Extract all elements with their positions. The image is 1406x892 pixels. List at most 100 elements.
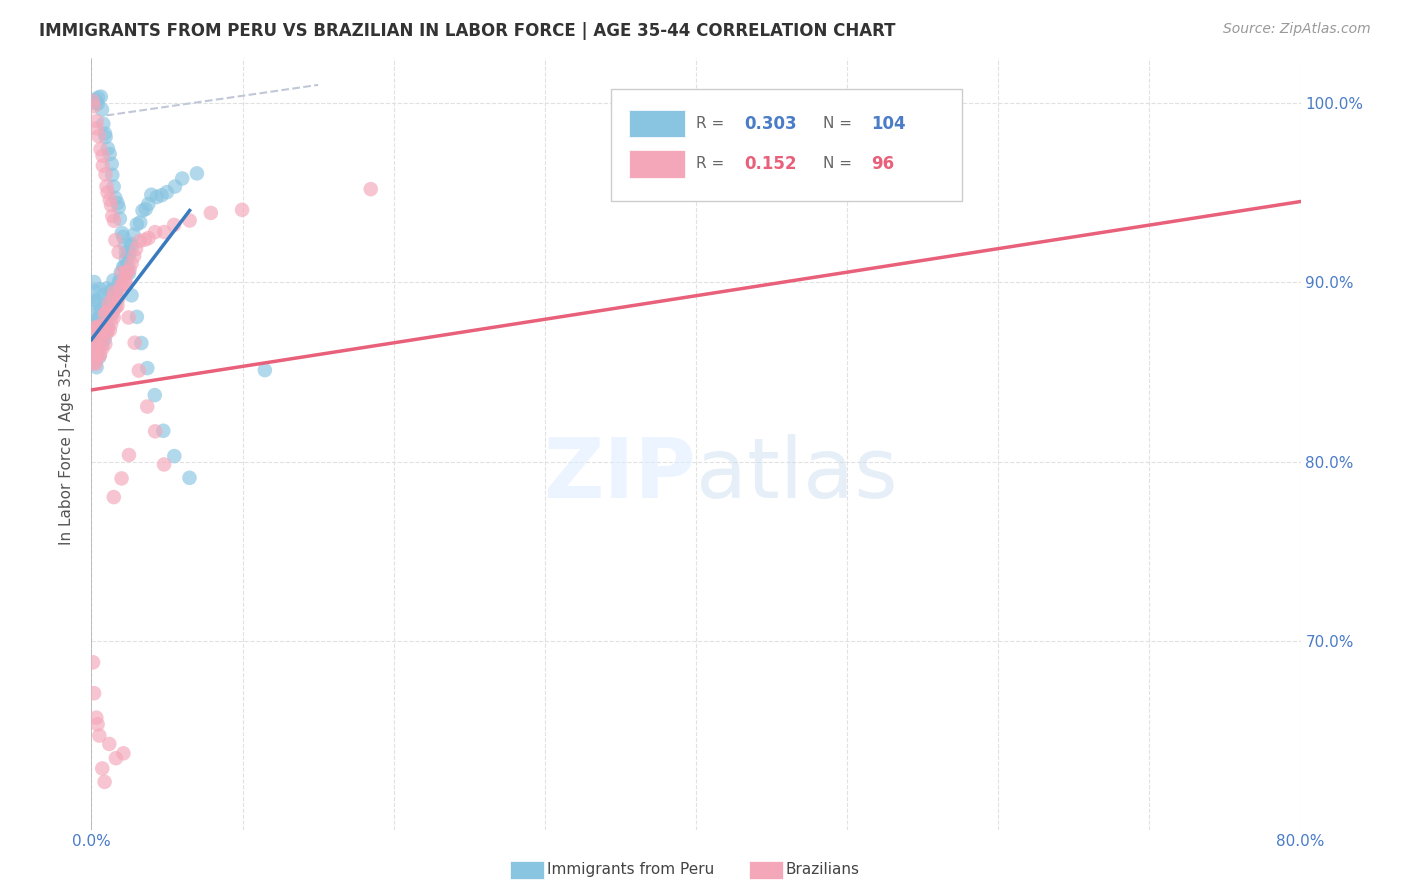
Point [86, 334, 108, 348]
Point [84, 339, 107, 353]
Point [122, 227, 145, 242]
Point [86, 114, 108, 128]
Point [128, 363, 150, 377]
Point [83, 275, 105, 289]
Point [114, 260, 136, 274]
Point [101, 308, 124, 322]
Point [104, 191, 127, 205]
Point [101, 299, 124, 313]
Y-axis label: In Labor Force | Age 35-44: In Labor Force | Age 35-44 [59, 343, 76, 545]
Point [200, 206, 222, 220]
Point [118, 247, 141, 261]
Point [84, 347, 107, 361]
Point [253, 363, 276, 377]
Point [98, 737, 121, 751]
Point [97, 296, 120, 310]
Point [129, 215, 152, 229]
Point [179, 213, 201, 227]
Point [186, 166, 208, 180]
Point [101, 168, 124, 182]
Point [94, 167, 117, 181]
Point [91, 330, 114, 344]
Point [231, 202, 253, 217]
Point [82, 656, 104, 670]
Point [103, 285, 125, 300]
Text: 104: 104 [872, 114, 905, 133]
Point [86, 312, 108, 326]
Point [108, 211, 131, 226]
Point [87, 312, 110, 326]
Point [101, 290, 124, 304]
Point [91, 315, 114, 329]
Point [93, 329, 115, 343]
Point [610, 187, 633, 202]
Point [103, 273, 125, 287]
Point [122, 249, 145, 263]
Point [143, 425, 166, 439]
Point [84, 308, 107, 322]
Point [103, 213, 125, 227]
Point [153, 458, 176, 472]
Point [105, 284, 128, 298]
Text: N =: N = [823, 156, 852, 171]
Point [100, 307, 122, 321]
Point [96, 323, 118, 337]
Point [91, 159, 114, 173]
Point [89, 335, 111, 350]
Point [97, 141, 120, 155]
Point [87, 351, 110, 365]
Point [107, 299, 129, 313]
Point [172, 171, 194, 186]
Point [89, 142, 111, 156]
Point [112, 260, 135, 274]
Point [89, 282, 111, 296]
Point [94, 130, 117, 145]
Point [84, 325, 107, 339]
Point [150, 188, 173, 202]
Point [107, 293, 129, 307]
Point [143, 388, 166, 402]
Point [82, 95, 104, 109]
Point [143, 225, 166, 239]
Point [94, 337, 117, 351]
Point [101, 209, 124, 223]
Point [131, 336, 153, 351]
Point [128, 234, 150, 248]
Point [110, 274, 132, 288]
Point [86, 121, 108, 136]
Point [134, 233, 156, 247]
Point [91, 149, 114, 163]
Point [83, 355, 105, 369]
Point [115, 266, 138, 280]
Point [82, 94, 104, 108]
Text: 0.303: 0.303 [744, 114, 797, 133]
Point [98, 302, 121, 317]
Point [84, 344, 107, 359]
Text: Immigrants from Peru: Immigrants from Peru [547, 863, 714, 877]
Point [100, 283, 122, 297]
Point [96, 179, 118, 194]
Point [360, 182, 382, 196]
Point [97, 293, 120, 307]
Point [107, 196, 129, 211]
Point [163, 449, 186, 463]
Point [89, 325, 111, 339]
Point [110, 277, 132, 292]
Point [125, 242, 148, 256]
Point [118, 448, 141, 462]
Point [96, 305, 118, 319]
Point [94, 127, 117, 141]
Point [96, 326, 118, 341]
Point [83, 686, 105, 700]
Point [100, 157, 122, 171]
Text: Source: ZipAtlas.com: Source: ZipAtlas.com [1223, 22, 1371, 37]
Point [91, 103, 114, 117]
Point [112, 229, 135, 244]
Point [82, 348, 104, 362]
Point [121, 288, 143, 302]
Point [125, 310, 148, 324]
Point [103, 310, 125, 325]
Point [136, 400, 159, 414]
Point [103, 490, 125, 504]
Text: 0.152: 0.152 [744, 154, 797, 173]
